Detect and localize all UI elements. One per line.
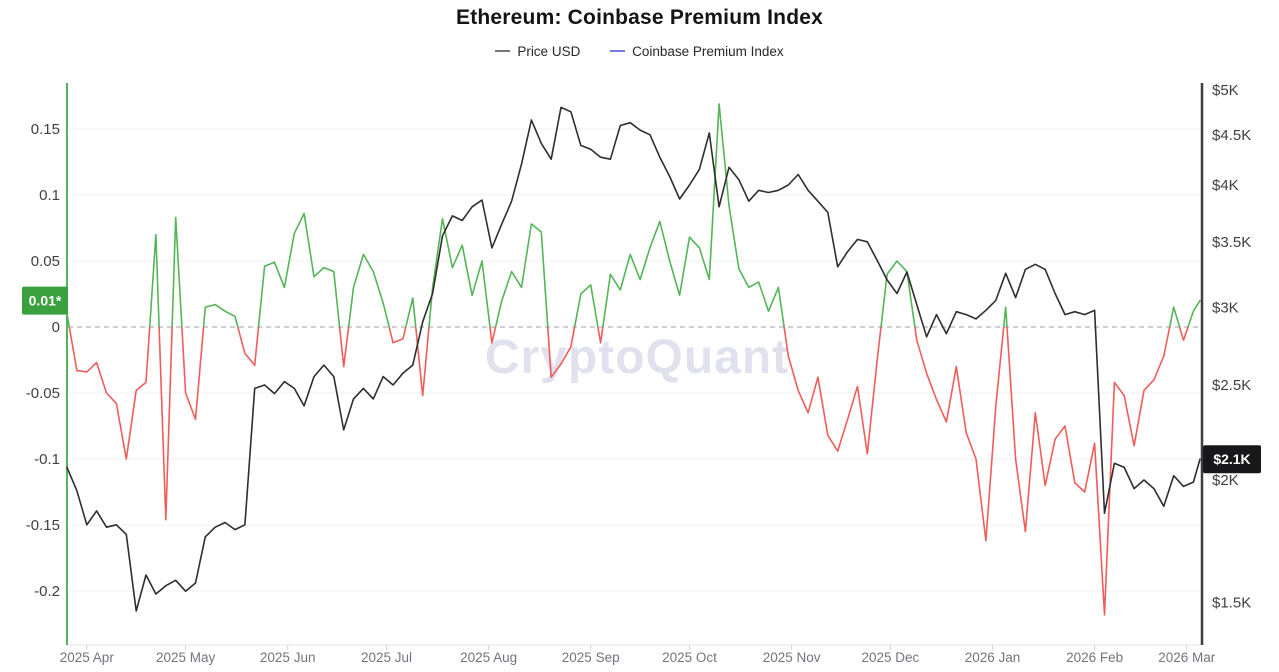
left-axis-tick-label: 0.15	[31, 121, 60, 138]
premium-index-line-negative	[68, 327, 1189, 616]
right-axis-tick-label: $3K	[1212, 299, 1239, 316]
left-axis-tick-label: -0.05	[26, 385, 60, 402]
x-tick-label: 2026 Jan	[965, 650, 1021, 665]
right-axis-tick-label: $3.5K	[1212, 234, 1251, 251]
price-line-swatch-icon	[495, 50, 511, 53]
cryptoquant-watermark: CryptoQuant	[485, 331, 789, 384]
premium-line-swatch-icon	[610, 50, 626, 53]
right-axis-tick-label: $4.5K	[1212, 127, 1251, 144]
left-axis-tick-label: -0.15	[26, 517, 60, 534]
price-usd-line	[66, 106, 1201, 612]
left-axis-tick-label: -0.1	[34, 451, 60, 468]
x-tick-label: 2025 Oct	[662, 650, 717, 665]
left-axis-tick-label: 0.1	[39, 187, 60, 204]
x-tick-label: 2025 Jun	[260, 650, 316, 665]
right-axis-tick-label: $5K	[1212, 82, 1239, 99]
price-last-value-badge	[1203, 445, 1261, 474]
price-last-value-label: $2.1K	[1213, 451, 1250, 467]
legend: Price USD Coinbase Premium Index	[0, 44, 1279, 59]
x-tick-label: 2026 Feb	[1066, 650, 1123, 665]
left-axis-tick-label: 0	[52, 319, 60, 336]
x-tick-label: 2025 Dec	[862, 650, 920, 665]
right-axis-tick-label: $1.5K	[1212, 594, 1251, 611]
x-tick-label: 2025 Jul	[361, 650, 412, 665]
left-axis-tick-label: -0.2	[34, 583, 60, 600]
x-tick-label: 2026 Mar	[1158, 650, 1216, 665]
x-tick-label: 2025 Aug	[460, 650, 517, 665]
x-tick-label: 2025 Sep	[562, 650, 620, 665]
x-tick-label: 2025 May	[156, 650, 216, 665]
right-axis-tick-label: $2.5K	[1212, 377, 1251, 394]
right-axis-tick-label: $2K	[1212, 472, 1239, 489]
premium-index-line-positive	[67, 103, 1201, 327]
premium-last-value-badge	[22, 286, 68, 315]
x-tick-label: 2025 Apr	[60, 650, 115, 665]
x-tick-label: 2025 Nov	[763, 650, 821, 665]
right-axis-tick-label: $4K	[1212, 177, 1239, 194]
legend-label-premium-index: Coinbase Premium Index	[632, 44, 784, 59]
premium-last-value-label: 0.01*	[29, 293, 62, 309]
legend-item-price-usd[interactable]: Price USD	[495, 44, 580, 59]
left-axis-tick-label: 0.05	[31, 253, 60, 270]
legend-item-premium-index[interactable]: Coinbase Premium Index	[610, 44, 784, 59]
chart-title: Ethereum: Coinbase Premium Index	[456, 6, 823, 29]
legend-label-price-usd: Price USD	[517, 44, 581, 59]
